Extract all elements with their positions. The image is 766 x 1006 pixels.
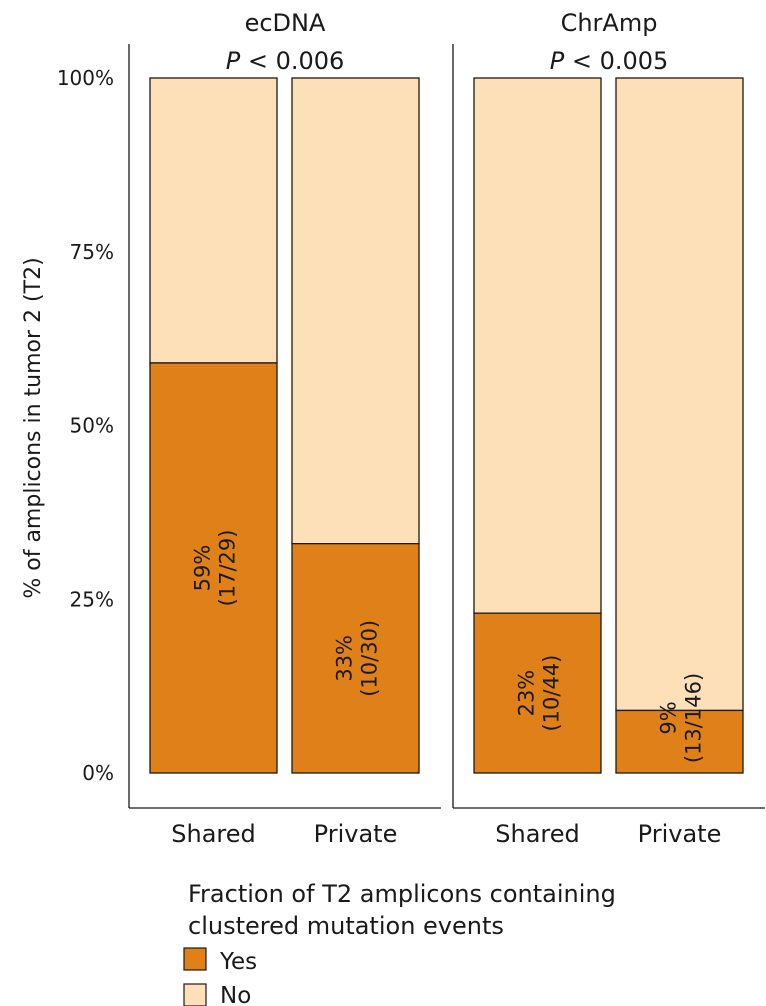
legend-label-no: No [220, 983, 251, 1006]
y-tick-label: 0% [82, 761, 114, 785]
panel-p-value: P < 0.005 [550, 47, 669, 75]
panel-p-value: P < 0.006 [226, 47, 345, 75]
x-category-label: Private [314, 820, 398, 848]
bar-segment-yes [615, 709, 744, 774]
y-tick-label: 100% [57, 66, 114, 90]
bar-value-label: 23%(10/44) [515, 655, 564, 732]
x-category-label: Shared [495, 820, 580, 848]
y-tick-label: 75% [70, 240, 114, 264]
legend-swatch-no [183, 983, 207, 1006]
x-category-label: Shared [171, 820, 256, 848]
bar-value-label: 59%(17/29) [191, 530, 240, 607]
bar-value-label: 9%(13/146) [657, 673, 706, 763]
x-category-label: Private [638, 820, 722, 848]
legend-swatch-yes [183, 947, 207, 971]
y-axis-label: % of amplicons in tumor 2 (T2) [21, 257, 46, 598]
y-tick-label: 50% [70, 414, 114, 438]
bar-segment-yes [473, 612, 602, 774]
bar-segment-no [473, 77, 602, 614]
legend-title-line1: Fraction of T2 amplicons containing [188, 880, 616, 908]
bar-segment-no [149, 77, 278, 364]
panel-title: ChrAmp [561, 9, 658, 37]
bar-segment-yes [291, 543, 420, 774]
bar-segment-no [615, 77, 744, 712]
panel-title: ecDNA [245, 9, 326, 37]
y-tick-label: 25% [70, 587, 114, 611]
legend-label-yes: Yes [219, 949, 257, 975]
bar-value-label: 33%(10/30) [333, 620, 382, 697]
plot-area: 0% 25% 50% 75% 100% ecDNA P < 0.006 Shared 59%(1… [57, 9, 765, 848]
bar-segment-no [291, 77, 420, 545]
legend-title-line2: clustered mutation events [188, 912, 504, 940]
bar-segment-yes [149, 362, 278, 774]
